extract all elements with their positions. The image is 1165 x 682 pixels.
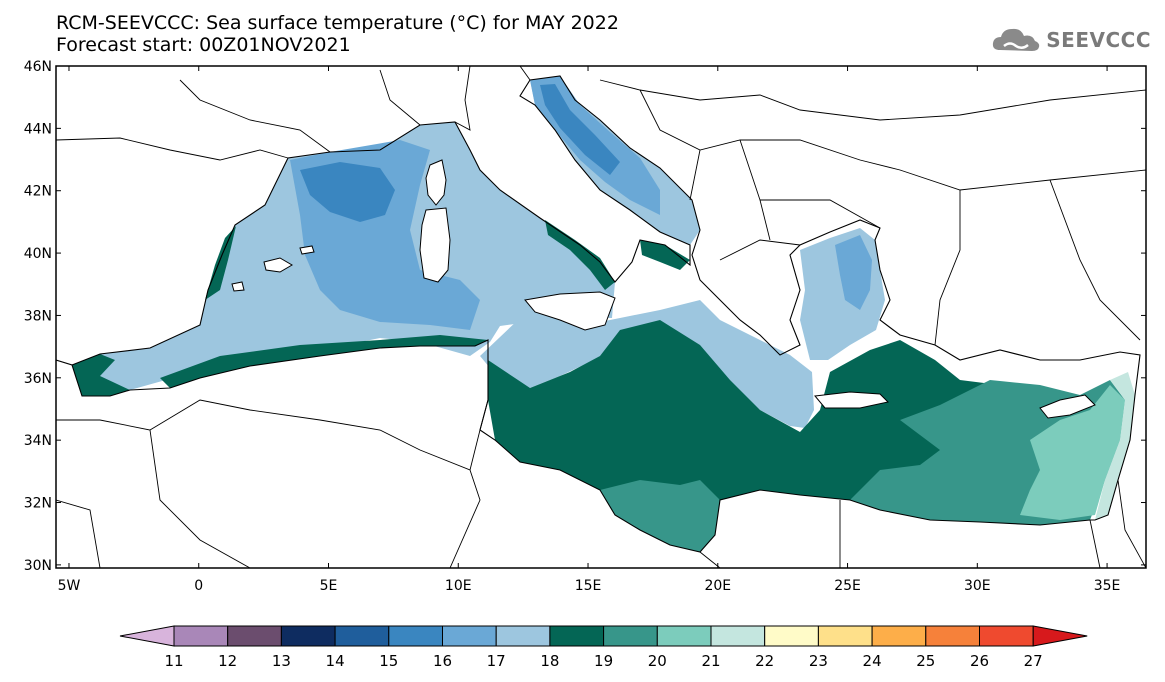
lon-tick-label: 30E — [964, 578, 991, 594]
colorbar-swatch — [925, 625, 980, 647]
colorbar-swatch — [227, 625, 282, 647]
sea-region-19-alboran — [72, 354, 130, 396]
colorbar-swatch — [388, 625, 443, 647]
lat-tick-label: 36N — [24, 371, 52, 387]
sea-region-19-algeria-coast — [160, 335, 488, 388]
lat-tick-label: 38N — [24, 308, 52, 324]
lon-tick-label: 15E — [575, 578, 602, 594]
colorbar-swatch — [979, 625, 1034, 647]
temperature-colorbar: 11 12 13 14 15 16 17 18 19 20 21 22 23 24 25 26 27 — [119, 625, 1088, 670]
map-title: RCM-SEEVCCC: Sea surface temperature (°C… — [56, 12, 619, 34]
colorbar-swatch — [710, 625, 766, 647]
seevccc-logo: SEEVCCC — [990, 24, 1151, 56]
coastline — [56, 75, 1141, 553]
sea-region-19-italy-coast — [545, 220, 615, 290]
colorbar-swatch — [280, 625, 336, 647]
colorbar-lower-arrow — [119, 625, 175, 647]
island-sicily — [524, 291, 616, 331]
lat-tick-label: 32N — [24, 496, 52, 512]
lat-tick-label: 34N — [24, 433, 52, 449]
colorbar-swatch — [764, 625, 819, 647]
lat-tick-label: 46N — [24, 59, 52, 75]
lat-tick-label: 44N — [24, 121, 52, 137]
colorbar-swatch — [173, 625, 229, 647]
colorbar-label: 17 — [487, 652, 506, 670]
colorbar-swatch — [334, 625, 390, 647]
lon-tick-label: 10E — [445, 578, 472, 594]
island-mallorca — [263, 257, 293, 273]
colorbar-label: 26 — [970, 652, 989, 670]
colorbar-swatch — [549, 625, 605, 647]
colorbar-label: 24 — [863, 652, 882, 670]
island-corsica — [425, 159, 447, 206]
lat-tick-label: 42N — [24, 184, 52, 200]
latitude-axis: 46N 44N 42N 40N 38N 36N 34N 32N 30N — [24, 59, 1146, 574]
island-sardinia — [419, 207, 451, 283]
country-borders — [56, 66, 1146, 568]
colorbar-label: 22 — [755, 652, 774, 670]
colorbar-swatch — [817, 625, 873, 647]
colorbar-swatch — [656, 625, 712, 647]
sea-region-19-spain-coast — [205, 226, 236, 300]
map-frame — [55, 65, 1147, 569]
colorbar-label: 21 — [701, 652, 720, 670]
colorbar-label: 15 — [379, 652, 398, 670]
sea-region-17-aegean — [835, 235, 872, 310]
logo-text: SEEVCCC — [1046, 28, 1151, 52]
colorbar-swatch — [603, 625, 658, 647]
colorbar-upper-arrow — [1032, 625, 1088, 647]
colorbar-swatch — [495, 625, 551, 647]
colorbar-label: 20 — [648, 652, 667, 670]
lon-tick-label: 5W — [58, 578, 81, 594]
sea-region-ionian — [480, 300, 814, 428]
forecast-start-subtitle: Forecast start: 00Z01NOV2021 — [56, 34, 351, 56]
colorbar-label: 12 — [218, 652, 237, 670]
sea-region-20-libya — [600, 480, 720, 552]
cloud-icon — [993, 28, 1040, 51]
colorbar-label: 16 — [433, 652, 452, 670]
colorbar-label: 19 — [594, 652, 613, 670]
lon-tick-label: 0 — [194, 578, 203, 594]
colorbar-label: 13 — [272, 652, 291, 670]
island-ibiza — [231, 281, 245, 292]
lon-tick-label: 20E — [704, 578, 731, 594]
colorbar-label: 18 — [540, 652, 559, 670]
colorbar-label: 25 — [916, 652, 935, 670]
lat-tick-label: 30N — [24, 558, 52, 574]
lat-tick-label: 40N — [24, 246, 52, 262]
sea-region-22-coast — [1095, 372, 1135, 520]
lon-tick-label: 5E — [320, 578, 338, 594]
lon-tick-label: 35E — [1094, 578, 1121, 594]
lon-tick-label: 25E — [834, 578, 861, 594]
longitude-axis: 5W 0 5E 10E 15E 20E 25E 30E 35E — [58, 66, 1121, 594]
sea-region-21-levant — [1020, 385, 1125, 520]
colorbar-swatch — [442, 625, 497, 647]
sea-region-16-liguria — [300, 162, 395, 222]
sea-region-19-gulf-taranto — [640, 240, 690, 270]
colorbar-label: 11 — [164, 652, 183, 670]
colorbar-label: 27 — [1024, 652, 1043, 670]
island-cyprus — [1039, 394, 1096, 419]
colorbar-label: 23 — [809, 652, 828, 670]
sea-region-16-adriatic — [540, 84, 620, 175]
colorbar-swatch — [871, 625, 927, 647]
island-menorca — [299, 245, 315, 255]
island-crete — [814, 391, 890, 409]
colorbar-label: 14 — [326, 652, 345, 670]
